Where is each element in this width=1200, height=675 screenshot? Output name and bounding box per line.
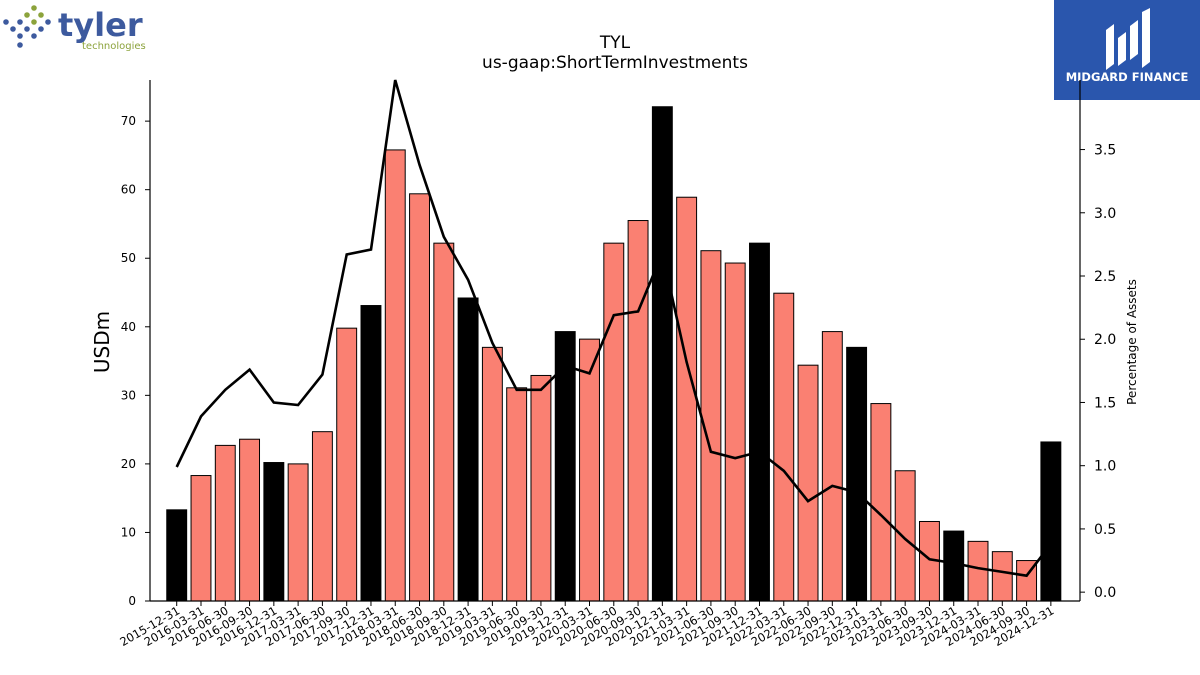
midgard-finance-logo: MIDGARD FINANCE bbox=[1054, 0, 1200, 100]
bar-2021-12-31 bbox=[749, 242, 770, 602]
y-tick-label: 60 bbox=[121, 183, 136, 197]
bar-2018-09-30 bbox=[433, 242, 455, 602]
bar-2023-03-31 bbox=[870, 403, 892, 602]
tyler-logo: tyler technologies bbox=[0, 0, 150, 56]
percentage-line bbox=[175, 79, 1052, 578]
y2-tick-label: 2.5 bbox=[1094, 269, 1116, 285]
bar-2017-06-30 bbox=[311, 431, 333, 602]
bar-2016-03-31 bbox=[190, 475, 212, 602]
midgard-wordmark: MIDGARD FINANCE bbox=[1066, 70, 1189, 84]
bar-2016-12-31 bbox=[263, 462, 285, 602]
bar-2017-03-31 bbox=[287, 463, 309, 602]
bar-2022-03-31 bbox=[773, 292, 795, 602]
bar-2017-09-30 bbox=[336, 327, 358, 602]
y2-tick-label: 2.0 bbox=[1094, 332, 1116, 348]
bar-2015-12-31 bbox=[166, 509, 188, 602]
bar-2018-12-31 bbox=[457, 297, 479, 602]
bar-2020-03-31 bbox=[579, 338, 600, 602]
bar-2024-12-31 bbox=[1040, 441, 1062, 602]
bar-2022-06-30 bbox=[797, 364, 819, 602]
bar-series bbox=[166, 106, 1062, 602]
bar-2022-12-31 bbox=[846, 346, 868, 602]
bar-2019-06-30 bbox=[506, 387, 528, 602]
bar-2024-06-30 bbox=[991, 551, 1013, 602]
y-tick-label: 70 bbox=[121, 114, 136, 128]
bar-2016-06-30 bbox=[214, 444, 236, 602]
y2-tick-label: 0.0 bbox=[1094, 585, 1116, 601]
bar-2024-03-31 bbox=[967, 540, 989, 602]
y2-tick-label: 1.5 bbox=[1094, 395, 1116, 411]
y-axis-label: USDm bbox=[90, 311, 114, 373]
y-tick-label: 50 bbox=[121, 251, 136, 265]
line-series bbox=[175, 79, 1052, 578]
y2-tick-label: 3.0 bbox=[1094, 206, 1116, 222]
logo-subtext: technologies bbox=[82, 41, 146, 52]
bar-2016-09-30 bbox=[239, 438, 261, 602]
logo-dots-icon bbox=[3, 5, 51, 48]
y2-tick-label: 0.5 bbox=[1094, 522, 1116, 538]
y2-axis-label: Percentage of Assets bbox=[1125, 279, 1139, 405]
bar-2018-06-30 bbox=[409, 193, 430, 602]
bar-2022-09-30 bbox=[821, 331, 843, 602]
tick-labels: 0102030405060700.00.51.01.52.02.53.03.52… bbox=[117, 114, 1116, 649]
chart-subtitle: us-gaap:ShortTermInvestments bbox=[482, 53, 748, 73]
bar-2017-12-31 bbox=[360, 305, 382, 602]
bar-2020-09-30 bbox=[627, 220, 649, 602]
bar-2018-03-31 bbox=[384, 149, 406, 602]
bar-2020-06-30 bbox=[603, 242, 625, 602]
bar-2019-03-31 bbox=[481, 346, 503, 602]
y-tick-label: 10 bbox=[121, 525, 136, 539]
y-tick-label: 40 bbox=[121, 320, 136, 334]
y-tick-label: 20 bbox=[121, 457, 136, 471]
bar-2019-09-30 bbox=[530, 374, 552, 602]
bar-2021-03-31 bbox=[676, 196, 698, 602]
y-tick-label: 30 bbox=[121, 388, 136, 402]
y2-tick-label: 3.5 bbox=[1094, 143, 1116, 159]
logo-wordmark: tyler bbox=[58, 6, 143, 44]
chart-title: TYL bbox=[599, 33, 631, 53]
bar-2023-12-31 bbox=[943, 530, 965, 602]
midgard-emblem-icon bbox=[1106, 8, 1150, 70]
axes bbox=[145, 80, 1085, 606]
bar-2023-06-30 bbox=[894, 470, 916, 602]
bar-2020-12-31 bbox=[651, 106, 673, 602]
y2-tick-label: 1.0 bbox=[1094, 459, 1116, 475]
bar-2021-09-30 bbox=[724, 262, 746, 602]
y-tick-label: 0 bbox=[128, 594, 136, 608]
